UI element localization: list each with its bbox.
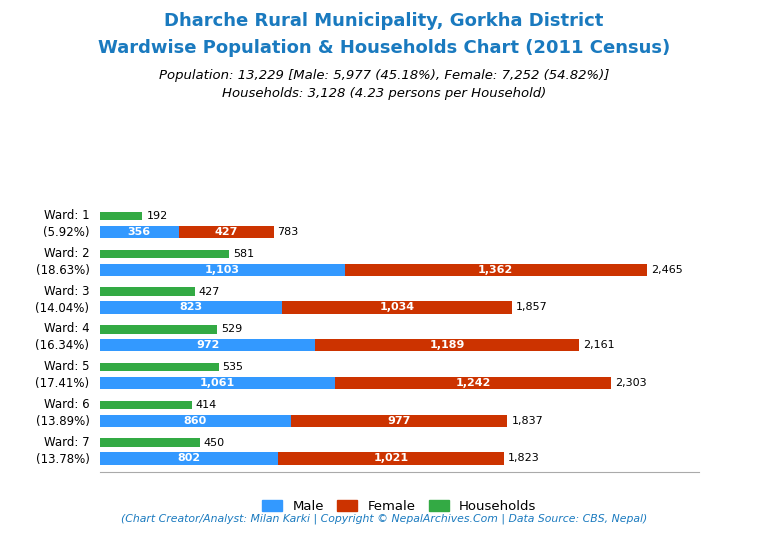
Text: Wardwise Population & Households Chart (2011 Census): Wardwise Population & Households Chart (… (98, 39, 670, 57)
Text: 802: 802 (177, 453, 200, 464)
Bar (100, 250, 229, 258)
Text: 450: 450 (204, 437, 225, 448)
Text: 427: 427 (199, 287, 220, 296)
Bar (278, 452, 505, 465)
Bar (345, 264, 647, 276)
Text: 783: 783 (277, 227, 299, 237)
Bar (100, 415, 290, 427)
Text: 1,837: 1,837 (511, 416, 543, 426)
Text: 2,161: 2,161 (583, 340, 615, 350)
Text: 1,061: 1,061 (200, 378, 235, 388)
Bar (283, 301, 511, 314)
Text: 427: 427 (214, 227, 238, 237)
Bar (100, 226, 179, 238)
Bar (100, 325, 217, 333)
Text: 1,362: 1,362 (478, 265, 513, 275)
Text: 1,034: 1,034 (379, 302, 415, 312)
Bar (100, 452, 278, 465)
Text: 2,465: 2,465 (650, 265, 683, 275)
Text: 535: 535 (223, 362, 243, 372)
Bar (100, 264, 345, 276)
Bar (100, 377, 336, 389)
Text: 1,189: 1,189 (430, 340, 465, 350)
Text: 1,021: 1,021 (373, 453, 409, 464)
Text: 1,823: 1,823 (508, 453, 540, 464)
Bar (336, 377, 611, 389)
Legend: Male, Female, Households: Male, Female, Households (257, 494, 541, 518)
Text: 1,242: 1,242 (455, 378, 491, 388)
Text: 1,857: 1,857 (516, 302, 548, 312)
Bar (100, 363, 219, 371)
Bar (290, 415, 508, 427)
Bar (179, 226, 273, 238)
Text: 977: 977 (387, 416, 411, 426)
Text: Population: 13,229 [Male: 5,977 (45.18%), Female: 7,252 (54.82%)]: Population: 13,229 [Male: 5,977 (45.18%)… (159, 69, 609, 81)
Bar (100, 212, 142, 220)
Bar (100, 339, 316, 351)
Text: Dharche Rural Municipality, Gorkha District: Dharche Rural Municipality, Gorkha Distr… (164, 12, 604, 30)
Text: 529: 529 (221, 324, 243, 334)
Text: 860: 860 (184, 416, 207, 426)
Bar (100, 301, 283, 314)
Text: 414: 414 (196, 400, 217, 410)
Text: 192: 192 (147, 211, 167, 221)
Text: 972: 972 (196, 340, 220, 350)
Text: 823: 823 (180, 302, 203, 312)
Text: 356: 356 (127, 227, 151, 237)
Bar (100, 287, 194, 296)
Text: (Chart Creator/Analyst: Milan Karki | Copyright © NepalArchives.Com | Data Sourc: (Chart Creator/Analyst: Milan Karki | Co… (121, 513, 647, 524)
Bar (316, 339, 579, 351)
Bar (100, 438, 200, 447)
Text: 2,303: 2,303 (615, 378, 647, 388)
Bar (100, 401, 192, 409)
Text: 1,103: 1,103 (205, 265, 240, 275)
Text: Households: 3,128 (4.23 persons per Household): Households: 3,128 (4.23 persons per Hous… (222, 87, 546, 100)
Text: 581: 581 (233, 249, 254, 259)
